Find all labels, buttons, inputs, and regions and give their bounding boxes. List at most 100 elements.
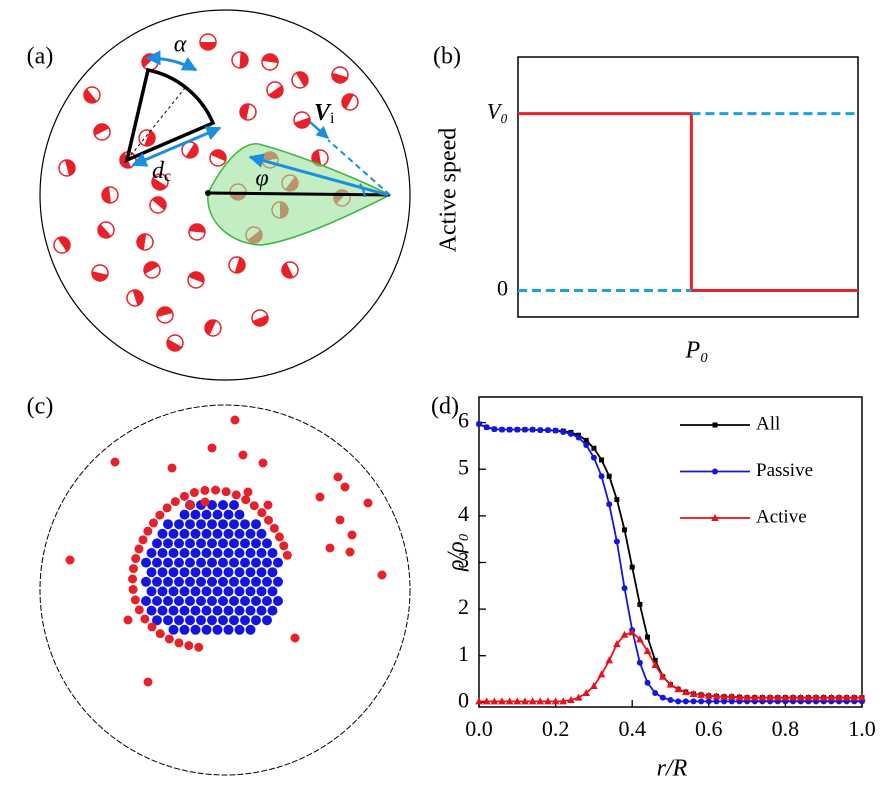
dc-symbol: dc xyxy=(152,158,171,185)
active-particle xyxy=(143,677,153,687)
marker xyxy=(773,693,782,701)
passive-particle xyxy=(223,528,234,539)
passive-particle xyxy=(256,528,267,539)
active-particle xyxy=(290,633,300,643)
passive-particle xyxy=(234,528,245,539)
active-particle xyxy=(134,605,144,615)
active-particle xyxy=(184,641,194,651)
passive-particle xyxy=(223,567,234,578)
passive-particle xyxy=(163,596,173,606)
passive-particle xyxy=(212,605,223,616)
active-particle xyxy=(231,490,241,500)
passive-particle xyxy=(207,519,217,530)
y-tick-label: 1 xyxy=(458,641,469,666)
passive-particle xyxy=(179,528,190,539)
series-line xyxy=(479,631,862,703)
series-line xyxy=(518,112,858,292)
velocity-dashed xyxy=(327,139,391,196)
particle-half xyxy=(342,94,354,110)
y-tick-label: 5 xyxy=(458,454,469,479)
passive-particle xyxy=(262,538,272,549)
marker xyxy=(559,697,568,705)
marker xyxy=(606,473,612,479)
passive-particle xyxy=(234,624,245,635)
legend-marker xyxy=(711,514,719,521)
marker xyxy=(591,445,597,451)
legend-label: Active xyxy=(756,506,807,527)
active-particle xyxy=(282,550,292,560)
marker xyxy=(637,601,643,607)
passive-particle xyxy=(267,586,278,597)
marker xyxy=(643,647,652,655)
marker xyxy=(689,689,698,697)
passive-particle xyxy=(190,528,201,539)
marker xyxy=(583,442,590,449)
active-particle xyxy=(221,487,231,497)
passive-particle xyxy=(229,576,239,587)
marker xyxy=(482,697,491,705)
panel-c xyxy=(39,404,411,776)
passive-particle xyxy=(245,528,256,539)
passive-particle xyxy=(229,538,239,549)
passive-particle xyxy=(168,567,179,578)
marker xyxy=(819,693,828,701)
particle-half xyxy=(239,52,248,68)
passive-particle xyxy=(240,615,250,626)
passive-particle xyxy=(196,557,206,568)
passive-particle xyxy=(273,576,283,587)
marker xyxy=(743,693,751,701)
y-tick-label: 4 xyxy=(458,501,469,526)
passive-particle xyxy=(196,615,206,626)
passive-particle xyxy=(223,586,234,597)
particle-half xyxy=(57,237,70,252)
active-particle xyxy=(138,535,148,545)
passive-particle xyxy=(168,548,179,558)
passive-particle xyxy=(185,615,195,626)
active-particle xyxy=(258,458,268,468)
marker xyxy=(858,693,866,701)
passive-particle xyxy=(201,605,212,616)
x-axis-label: r/R xyxy=(657,756,688,782)
marker xyxy=(644,679,651,686)
passive-particle xyxy=(251,596,261,606)
marker xyxy=(766,693,774,701)
active-particle xyxy=(143,526,153,536)
marker xyxy=(613,538,620,545)
passive-particle xyxy=(157,528,168,539)
passive-particle xyxy=(273,596,283,606)
dc-main: d xyxy=(152,158,165,184)
passive-particle xyxy=(240,557,250,568)
passive-particle xyxy=(185,576,195,587)
passive-particle xyxy=(223,624,234,635)
particle-half xyxy=(200,42,216,50)
active-particle xyxy=(269,523,279,533)
active-particle xyxy=(211,485,221,495)
marker xyxy=(697,690,705,698)
marker xyxy=(605,656,614,664)
marker xyxy=(506,426,513,433)
passive-particle xyxy=(262,576,272,587)
active-particle xyxy=(155,629,165,639)
marker xyxy=(536,697,545,705)
marker xyxy=(645,634,651,640)
active-particle xyxy=(207,443,217,453)
marker xyxy=(475,697,483,705)
passive-particle xyxy=(218,596,228,606)
particle-half xyxy=(167,339,182,351)
plot-frame xyxy=(517,56,859,318)
passive-particle xyxy=(207,538,217,549)
passive-particle xyxy=(201,586,212,597)
active-particle xyxy=(325,543,335,553)
passive-particle xyxy=(229,500,239,510)
marker xyxy=(505,697,514,705)
passive-particle xyxy=(234,509,245,520)
active-particle xyxy=(194,642,204,652)
passive-particle xyxy=(267,567,278,578)
marker xyxy=(659,694,666,701)
y-tick-label: 0 xyxy=(497,276,508,301)
passive-particle xyxy=(146,586,157,597)
passive-particle xyxy=(207,615,217,626)
active-particle xyxy=(185,500,195,510)
panel-a-annotations: α φ dc Vi (a) xyxy=(27,32,392,246)
active-particle xyxy=(170,497,180,507)
